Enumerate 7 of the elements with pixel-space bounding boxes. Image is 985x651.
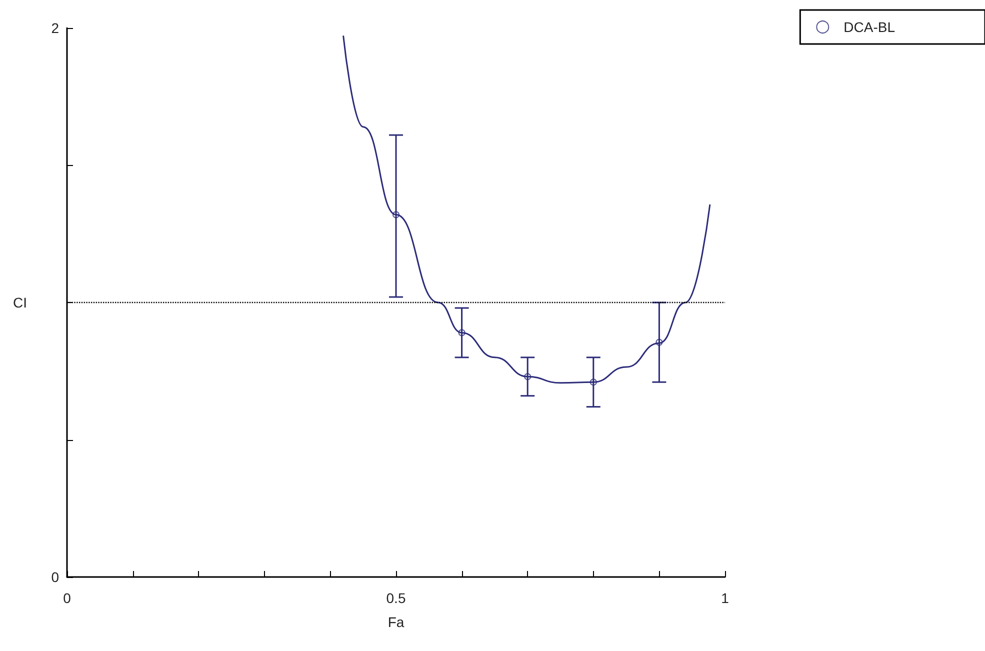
x-tick-label: 0 [63, 590, 72, 606]
x-axis-title: Fa [388, 614, 404, 630]
x-tick-label: 0.5 [386, 590, 406, 606]
x-tick-label: 1 [721, 590, 730, 606]
y-tick-label: 2 [51, 20, 60, 36]
y-axis-title: CI [13, 294, 27, 310]
legend-label: DCA-BL [844, 19, 896, 35]
